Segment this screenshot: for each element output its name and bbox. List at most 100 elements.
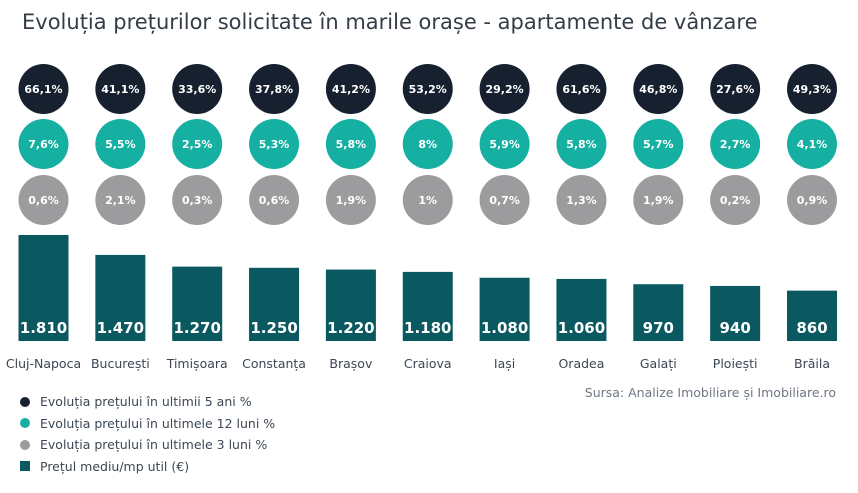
five-year-circle — [787, 64, 837, 114]
price-bar — [479, 277, 530, 341]
price-bar — [710, 285, 761, 341]
price-bar-label: 1.810 — [20, 319, 67, 337]
three-month-label: 0,9% — [797, 194, 828, 207]
legend-label: Evoluția prețului în ultimii 5 ani % — [40, 394, 252, 410]
five-year-circle — [479, 64, 530, 114]
price-bar — [18, 235, 69, 341]
price-bar-label: 860 — [796, 319, 827, 337]
three-month-circle — [710, 175, 761, 225]
twelve-month-label: 4,1% — [797, 138, 828, 151]
five-year-label: 46,8% — [639, 83, 677, 96]
city-label: Galați — [640, 356, 677, 371]
three-month-circle — [556, 175, 607, 225]
five-year-circle — [325, 64, 376, 114]
price-bar — [633, 284, 684, 341]
three-month-circle — [95, 175, 146, 225]
three-month-label: 0,7% — [489, 194, 520, 207]
three-month-label: 0,3% — [182, 194, 213, 207]
legend-label: Evoluția prețului în ultimele 12 luni % — [40, 415, 276, 431]
twelve-month-circle — [18, 119, 69, 169]
price-bar — [556, 278, 607, 341]
price-bar-label: 1.470 — [97, 319, 144, 337]
three-month-circle — [172, 175, 223, 225]
city-label: Oradea — [558, 356, 604, 371]
five-year-label: 53,2% — [409, 83, 447, 96]
legend-dot-icon — [20, 439, 30, 450]
three-month-circle — [325, 175, 376, 225]
price-bar-label: 1.270 — [173, 319, 220, 337]
city-label: Timișoara — [166, 356, 228, 371]
twelve-month-label: 5,5% — [105, 138, 136, 151]
three-month-label: 0,6% — [259, 194, 290, 207]
price-bar-label: 1.250 — [250, 319, 297, 337]
price-bar — [249, 267, 300, 341]
five-year-label: 29,2% — [486, 83, 524, 96]
three-month-label: 2,1% — [105, 194, 136, 207]
three-month-label: 0,6% — [28, 194, 59, 207]
legend-item: Evoluția prețului în ultimele 12 luni % — [20, 413, 275, 435]
five-year-label: 41,1% — [101, 83, 139, 96]
chart-canvas: 66,1% 41,1% 33,6% 37,8% 41,2% 53,2% 29,2% 61,6%… — [6, 64, 837, 371]
price-bar — [787, 290, 837, 341]
five-year-circle — [172, 64, 223, 114]
price-bar-label: 1.220 — [327, 319, 374, 337]
twelve-month-circle — [556, 119, 607, 169]
three-month-label: 0,2% — [720, 194, 751, 207]
twelve-month-circle — [172, 119, 223, 169]
price-bar — [95, 254, 146, 341]
city-label: București — [91, 356, 150, 371]
five-year-label: 37,8% — [255, 83, 293, 96]
city-label: Brăila — [794, 356, 830, 371]
three-month-label: 1,3% — [566, 194, 597, 207]
three-month-label: 1,9% — [336, 194, 367, 207]
legend-dot-icon — [20, 418, 30, 429]
five-year-label: 66,1% — [24, 83, 62, 96]
twelve-month-circle — [479, 119, 530, 169]
five-year-label: 27,6% — [716, 83, 754, 96]
twelve-month-circle — [95, 119, 146, 169]
twelve-month-circle — [710, 119, 761, 169]
twelve-month-label: 5,7% — [643, 138, 674, 151]
twelve-month-label: 2,7% — [720, 138, 751, 151]
five-year-label: 49,3% — [793, 83, 831, 96]
five-year-label: 41,2% — [332, 83, 370, 96]
price-bar-label: 1.080 — [481, 319, 528, 337]
chart-title: Evoluția prețurilor solicitate în marile… — [22, 10, 758, 34]
legend-item: Evoluția prețului în ultimii 5 ani % — [20, 391, 275, 413]
city-label: Brașov — [329, 356, 373, 371]
price-bar — [402, 271, 453, 341]
city-label: Ploiești — [713, 356, 758, 371]
legend-item: Evoluția prețului în ultimele 3 luni % — [20, 434, 275, 456]
five-year-circle — [556, 64, 607, 114]
three-month-circle — [633, 175, 684, 225]
twelve-month-circle — [402, 119, 453, 169]
five-year-circle — [18, 64, 69, 114]
price-bar — [172, 266, 223, 341]
three-month-circle — [787, 175, 837, 225]
three-month-circle — [249, 175, 300, 225]
twelve-month-label: 5,9% — [489, 138, 520, 151]
five-year-circle — [710, 64, 761, 114]
three-month-label: 1,9% — [643, 194, 674, 207]
five-year-label: 33,6% — [178, 83, 216, 96]
three-month-circle — [402, 175, 453, 225]
twelve-month-circle — [787, 119, 837, 169]
legend-label: Evoluția prețului în ultimele 3 luni % — [40, 437, 268, 453]
legend-dot-icon — [20, 396, 30, 407]
three-month-label: 1% — [418, 194, 437, 207]
source-note: Sursa: Analize Imobiliare și Imobiliare.… — [584, 385, 836, 400]
five-year-circle — [633, 64, 684, 114]
twelve-month-label: 5,3% — [259, 138, 290, 151]
twelve-month-label: 5,8% — [566, 138, 597, 151]
twelve-month-circle — [325, 119, 376, 169]
five-year-circle — [95, 64, 146, 114]
twelve-month-label: 2,5% — [182, 138, 213, 151]
city-label: Cluj-Napoca — [6, 356, 81, 371]
twelve-month-label: 7,6% — [28, 138, 59, 151]
city-label: Iași — [494, 356, 515, 371]
price-bar-label: 970 — [643, 319, 674, 337]
three-month-circle — [18, 175, 69, 225]
legend-square-icon — [20, 461, 30, 472]
five-year-circle — [402, 64, 453, 114]
